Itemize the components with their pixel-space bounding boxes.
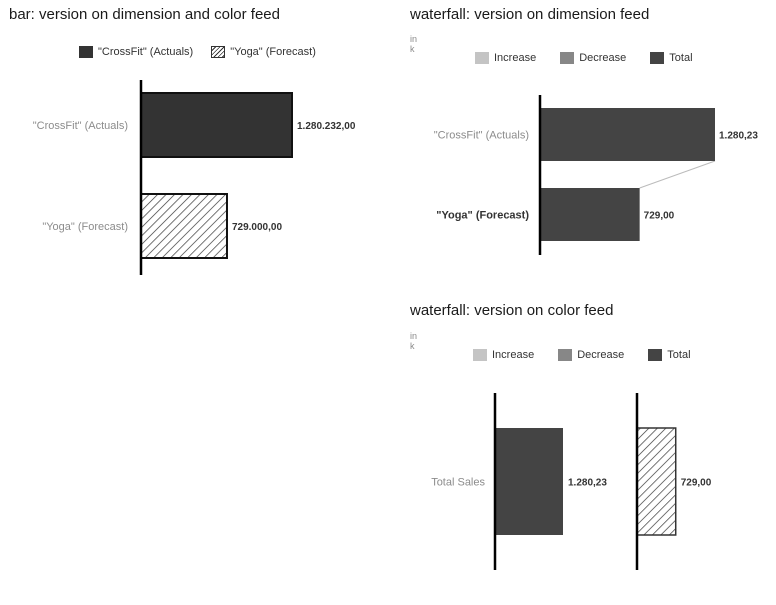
legend: Increase Decrease Total [475, 52, 693, 64]
bar [540, 108, 715, 161]
category-label: "Yoga" (Forecast) [436, 210, 529, 222]
legend: Increase Decrease Total [473, 349, 691, 361]
legend-swatch [648, 349, 663, 361]
legend-label: "Yoga" (Forecast) [230, 46, 316, 58]
legend-item-forecast[interactable]: "Yoga" (Forecast) [211, 46, 316, 58]
unit-label: in k [410, 331, 418, 351]
legend-swatch [473, 349, 487, 361]
waterfall-dimension-plot: "CrossFit" (Actuals) 1.280,23 "Yoga" (Fore… [434, 95, 758, 255]
legend-label: "CrossFit" (Actuals) [98, 46, 194, 58]
bar-chart-plot: "CrossFit" (Actuals) 1.280.232,00 "Yoga" (… [33, 80, 356, 275]
category-label: "Yoga" (Forecast) [42, 221, 128, 233]
category-label: Total Sales [431, 477, 485, 489]
bar [140, 193, 228, 259]
connector-line [639, 160, 716, 189]
legend-label: Decrease [577, 349, 625, 361]
data-label: 1.280.232,00 [297, 121, 356, 132]
legend-item-decrease[interactable]: Decrease [558, 349, 624, 361]
legend-label: Decrease [579, 52, 627, 64]
bar [140, 92, 293, 158]
legend-swatch [558, 349, 573, 361]
unit-label: in k [410, 34, 418, 54]
category-label: "CrossFit" (Actuals) [434, 130, 529, 142]
legend-item-increase[interactable]: Increase [475, 52, 536, 64]
legend-swatch [475, 52, 489, 64]
waterfall-color-plot: 1.280,23 729,00 Total Sales [431, 393, 712, 570]
legend: "CrossFit" (Actuals) "Yoga" (Forecast) [79, 46, 316, 58]
legend-label: Total [669, 52, 693, 64]
chart-title: bar: version on dimension and color feed [9, 6, 280, 23]
legend-item-increase[interactable]: Increase [473, 349, 534, 361]
legend-label: Increase [494, 52, 537, 64]
legend-label: Increase [492, 349, 535, 361]
bar [540, 188, 640, 241]
legend-swatch-hatched [211, 46, 226, 58]
legend-item-decrease[interactable]: Decrease [560, 52, 626, 64]
data-label: 729.000,00 [232, 222, 282, 233]
data-label: 1.280,23 [568, 478, 607, 489]
legend-item-total[interactable]: Total [648, 349, 691, 361]
legend-swatch [650, 52, 665, 64]
bar [495, 428, 563, 535]
data-label: 729,00 [681, 478, 712, 489]
legend-item-total[interactable]: Total [650, 52, 693, 64]
legend-swatch-solid [79, 46, 93, 58]
legend-label: Total [667, 349, 691, 361]
bar [636, 427, 677, 536]
chart-title: waterfall: version on dimension feed [410, 6, 650, 23]
data-label: 1.280,23 [719, 131, 758, 142]
legend-item-actuals[interactable]: "CrossFit" (Actuals) [79, 46, 193, 58]
data-label: 729,00 [644, 211, 675, 222]
category-label: "CrossFit" (Actuals) [33, 120, 128, 132]
chart-title: waterfall: version on color feed [410, 302, 614, 319]
legend-swatch [560, 52, 575, 64]
